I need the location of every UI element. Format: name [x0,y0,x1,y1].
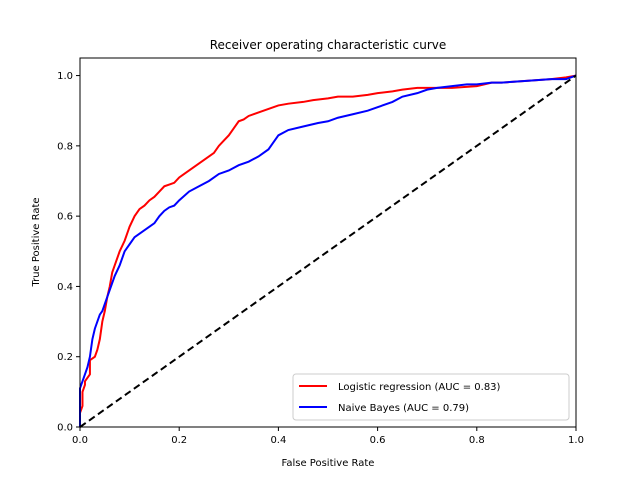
axes-frame [79,57,577,428]
y-tick-label: 0.6 [57,212,73,223]
x-axis-label: False Positive Rate [282,458,375,469]
y-axis: 0.0 0.2 0.4 0.6 0.8 1.0 [57,71,80,434]
x-tick-label: 0.4 [270,435,286,446]
logistic-regression-line [79,74,577,427]
y-tick-label: 0.2 [57,352,73,363]
legend-entry-label: Logistic regression (AUC = 0.83) [338,382,501,393]
y-tick-label: 1.0 [57,71,73,82]
x-axis: 0.0 0.2 0.4 0.6 0.8 1.0 [72,427,584,446]
legend-box [292,373,570,421]
legend: Logistic regression (AUC = 0.83) Naive Ba… [292,373,570,421]
legend-entry-label: Naive Bayes (AUC = 0.79) [338,403,469,414]
x-tick-label: 0.8 [469,435,485,446]
chance-diagonal-line [79,74,577,428]
chart-title: Receiver operating characteristic curve [210,38,447,52]
y-tick-label: 0.0 [57,423,73,434]
x-tick-label: 0.0 [72,435,88,446]
plot-area [79,74,577,428]
y-tick-label: 0.8 [57,141,73,152]
naive-bayes-line [79,74,577,427]
y-tick-label: 0.4 [57,282,73,293]
y-axis-label: True Positive Rate [31,197,42,287]
x-tick-label: 0.2 [171,435,187,446]
x-tick-label: 0.6 [370,435,386,446]
x-tick-label: 1.0 [568,435,584,446]
